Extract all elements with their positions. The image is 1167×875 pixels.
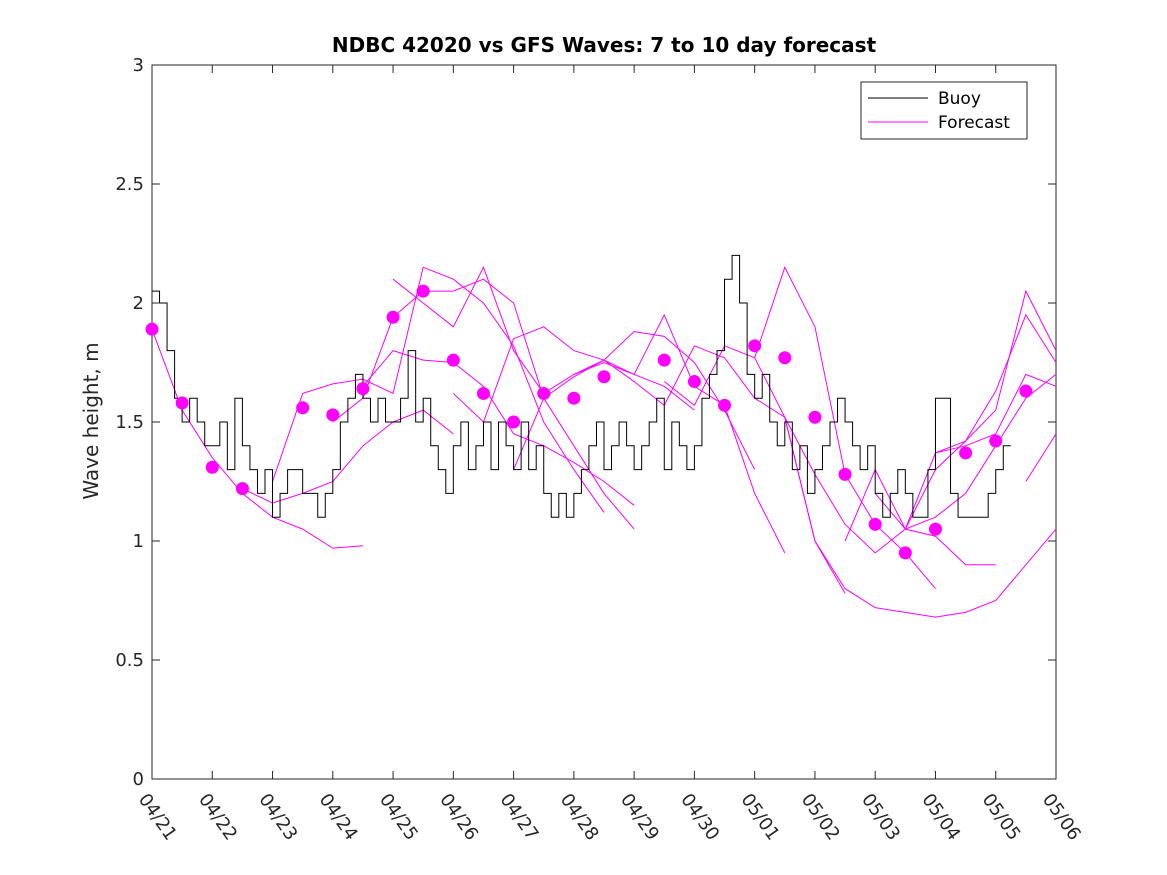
forecast-marker <box>205 460 219 474</box>
forecast-track-8 <box>513 313 786 554</box>
forecast-marker <box>959 446 973 460</box>
forecast-marker <box>175 396 189 410</box>
forecast-marker <box>416 284 430 298</box>
forecast-track-12 <box>784 417 1057 618</box>
chart-title: NDBC 42020 vs GFS Waves: 7 to 10 day for… <box>332 33 877 57</box>
y-tick-label: 2 <box>133 293 144 314</box>
plot-area: 00.511.522.53 04/21 04/22 04/23 04/24 04/25 0… <box>115 55 1085 844</box>
legend-buoy-label: Buoy <box>938 89 981 109</box>
forecast-marker <box>718 398 732 412</box>
forecast-track-16 <box>935 373 1057 454</box>
forecast-track-11 <box>754 357 996 566</box>
forecast-marker <box>808 410 822 424</box>
buoy-line <box>152 254 1011 518</box>
forecast-marker <box>145 322 159 336</box>
forecast-marker <box>386 310 400 324</box>
forecast-marker <box>838 467 852 481</box>
buoy-series <box>152 254 1011 518</box>
forecast-marker <box>446 353 460 367</box>
forecast-track-2 <box>242 409 454 504</box>
forecast-marker <box>898 546 912 560</box>
y-tick-label: 2.5 <box>115 174 144 195</box>
y-tick-label: 1.5 <box>115 412 144 433</box>
forecast-track-13 <box>844 374 1057 542</box>
y-tick-label: 1 <box>133 531 144 552</box>
forecast-marker <box>687 375 701 389</box>
forecast-track-15 <box>904 313 1057 530</box>
legend-box <box>860 81 1028 140</box>
forecast-track-4 <box>332 278 635 530</box>
y-tick-label: 3 <box>133 55 144 76</box>
forecast-marker <box>1019 384 1033 398</box>
y-axis-ticks: 0 0.5 1 1.5 2 2.5 3 <box>115 55 1056 790</box>
forecast-markers <box>145 284 1033 560</box>
forecast-marker <box>989 434 1003 448</box>
forecast-track-3 <box>272 266 605 513</box>
forecast-marker <box>748 339 762 353</box>
legend: Buoy Forecast <box>860 81 1028 140</box>
forecast-marker <box>356 382 370 396</box>
legend-forecast-label: Forecast <box>938 113 1010 133</box>
forecast-marker <box>778 351 792 365</box>
forecast-track-17 <box>1025 433 1057 482</box>
y-tick-label: 0.5 <box>115 650 144 671</box>
forecast-marker <box>868 517 882 531</box>
forecast-marker <box>476 386 490 400</box>
forecast-marker <box>235 482 249 496</box>
forecast-marker <box>507 415 521 429</box>
forecast-marker <box>928 522 942 536</box>
y-axis-label: Wave height, m <box>79 342 103 499</box>
forecast-marker <box>537 386 551 400</box>
forecast-marker <box>597 370 611 384</box>
forecast-track-1 <box>151 329 363 549</box>
forecast-marker <box>657 353 671 367</box>
forecast-marker <box>296 401 310 415</box>
y-tick-label: 0 <box>133 769 144 790</box>
forecast-marker <box>567 391 581 405</box>
forecast-marker <box>326 408 340 422</box>
